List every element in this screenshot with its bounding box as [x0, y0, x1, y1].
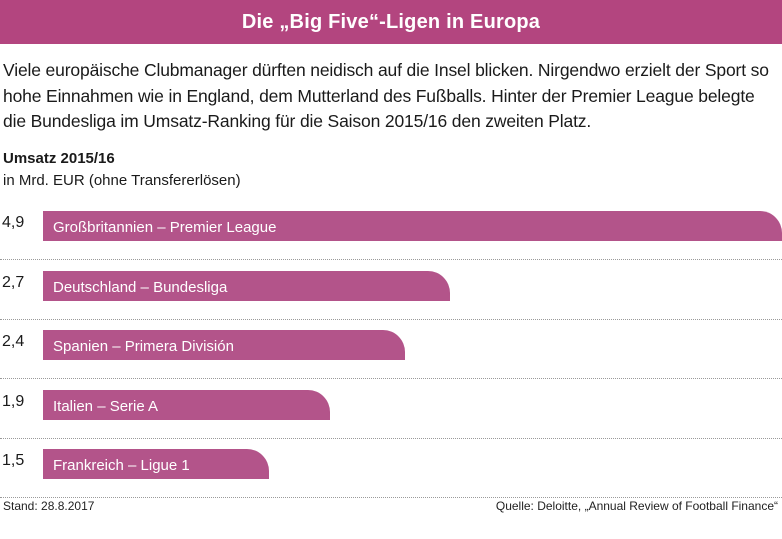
bar-category-label: Deutschland – Bundesliga: [53, 279, 228, 296]
row-divider: [0, 378, 782, 380]
bar: Spanien – Primera División: [43, 330, 405, 360]
bar-category-label: Italien – Serie A: [53, 398, 159, 415]
row-divider: [0, 497, 782, 499]
bar: Frankreich – Ligue 1: [43, 449, 269, 479]
footer-source: Quelle: Deloitte, „Annual Review of Foot…: [495, 499, 778, 513]
row-divider: [0, 438, 782, 440]
bar-category-label: Großbritannien – Premier League: [53, 219, 277, 236]
title-banner: Die „Big Five“-Ligen in Europa: [0, 0, 782, 44]
page-title: Die „Big Five“-Ligen in Europa: [241, 10, 541, 33]
chart-title: Umsatz 2015/16: [3, 150, 115, 167]
bar-category-label: Frankreich – Ligue 1: [53, 457, 190, 474]
bar-category-label: Spanien – Primera División: [53, 338, 234, 355]
bar-value-label: 1,9: [2, 393, 25, 410]
bar-value-label: 4,9: [2, 214, 25, 231]
row-divider: [0, 319, 782, 321]
bar: Großbritannien – Premier League: [43, 211, 782, 241]
bar: Deutschland – Bundesliga: [43, 271, 450, 301]
footer-date: Stand: 28.8.2017: [3, 499, 95, 513]
intro-text: Viele europäische Clubmanager dürften ne…: [3, 60, 769, 131]
bar: Italien – Serie A: [43, 390, 330, 420]
row-divider: [0, 259, 782, 261]
chart-unit-label: in Mrd. EUR (ohne Transfererlösen): [3, 172, 241, 189]
bar-value-label: 1,5: [2, 452, 25, 469]
bar-value-label: 2,7: [2, 274, 25, 291]
bar-value-label: 2,4: [2, 333, 25, 350]
